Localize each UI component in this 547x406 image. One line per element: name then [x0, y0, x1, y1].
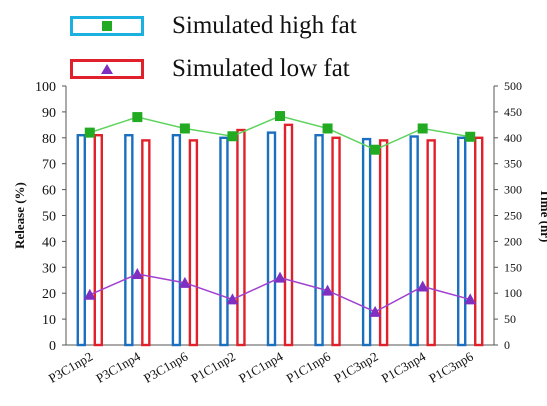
- bar-low-fat: [283, 123, 294, 347]
- x-tick-label: P1C3np2: [331, 349, 380, 386]
- y-tick-label-right: 350: [504, 157, 522, 171]
- bar-high-fat: [124, 134, 134, 347]
- data-point-high-fat: [132, 112, 143, 123]
- legend-item-low-fat: Simulated low fat: [70, 55, 350, 83]
- data-point-low-fat: [274, 271, 286, 283]
- y-tick-label-right: 200: [504, 234, 522, 248]
- y-tick-label-left: 30: [42, 261, 56, 276]
- bar-high-fat: [76, 134, 86, 347]
- data-point-high-fat: [322, 123, 333, 134]
- x-tick-label: P1C1np2: [189, 349, 238, 386]
- data-point-low-fat: [369, 305, 382, 317]
- y-tick-label-left: 100: [35, 80, 56, 95]
- y-tick-label-left: 40: [42, 235, 56, 250]
- x-tick-label: P3C1np4: [93, 348, 143, 385]
- x-tick-label: P3C1np2: [46, 349, 95, 386]
- y-axis-label-left: Release (%): [12, 182, 27, 249]
- legend-swatch-high-fat: [70, 16, 144, 36]
- bar-high-fat: [219, 136, 229, 347]
- y-tick-label-left: 70: [42, 158, 56, 173]
- bar-low-fat: [378, 139, 389, 347]
- legend-label-high-fat: Simulated high fat: [172, 12, 357, 39]
- y-tick-label-right: 100: [504, 286, 522, 300]
- bar-low-fat: [331, 136, 341, 347]
- y-tick-label-right: 500: [504, 79, 522, 93]
- y-tick-label-right: 450: [504, 105, 522, 119]
- bar-low-fat: [93, 134, 103, 347]
- bar-high-fat: [266, 131, 277, 347]
- data-point-high-fat: [179, 123, 190, 134]
- square-marker-icon: [102, 21, 112, 31]
- data-point-low-fat: [178, 276, 191, 288]
- y-tick-label-left: 0: [49, 339, 56, 354]
- bar-high-fat: [457, 136, 467, 347]
- data-point-low-fat: [464, 293, 477, 305]
- y-tick-label-right: 300: [504, 183, 522, 197]
- bar-low-fat: [474, 136, 484, 347]
- bar-high-fat: [314, 134, 324, 347]
- data-point-high-fat: [227, 131, 238, 142]
- bar-low-fat: [426, 139, 436, 347]
- y-tick-label-right: 50: [504, 312, 516, 326]
- x-tick-label: P3C1np6: [141, 348, 191, 385]
- y-tick-label-left: 10: [42, 313, 56, 328]
- x-tick-label: P1C3np6: [426, 348, 476, 385]
- data-point-low-fat: [83, 288, 96, 300]
- y-tick-label-left: 50: [42, 210, 56, 225]
- y-tick-label-right: 150: [504, 260, 522, 274]
- y-tick-label-right: 250: [504, 209, 522, 223]
- bar-low-fat: [188, 139, 199, 347]
- bar-low-fat: [236, 128, 246, 347]
- y-tick-label-left: 80: [42, 132, 56, 147]
- bar-high-fat: [361, 137, 372, 347]
- y-tick-label-left: 60: [42, 184, 56, 199]
- y-tick-label-right: 0: [504, 338, 510, 352]
- bar-high-fat: [171, 134, 182, 347]
- data-point-high-fat: [275, 111, 285, 122]
- data-point-low-fat: [226, 293, 239, 305]
- y-tick-label-left: 90: [42, 106, 56, 121]
- legend-item-high-fat: Simulated high fat: [70, 12, 357, 40]
- data-point-high-fat: [370, 144, 381, 155]
- legend-label-low-fat: Simulated low fat: [172, 55, 350, 82]
- y-axis-label-right: Time (hr): [538, 189, 547, 243]
- legend: Simulated high fat Simulated low fat: [0, 0, 547, 83]
- x-tick-label: P1C1np4: [236, 348, 286, 385]
- data-point-high-fat: [84, 127, 95, 138]
- bar-high-fat: [409, 135, 419, 347]
- bar-low-fat: [141, 139, 151, 347]
- data-point-high-fat: [417, 123, 428, 134]
- x-tick-label: P1C3np4: [379, 348, 429, 385]
- data-point-low-fat: [321, 284, 334, 296]
- y-tick-label-right: 400: [504, 131, 522, 145]
- x-tick-label: P1C1np6: [284, 348, 334, 385]
- legend-swatch-low-fat: [70, 59, 144, 79]
- y-tick-label-left: 20: [42, 287, 56, 302]
- data-point-low-fat: [416, 280, 429, 292]
- triangle-marker-icon: [101, 64, 113, 74]
- data-point-low-fat: [131, 268, 144, 280]
- data-point-high-fat: [465, 131, 476, 142]
